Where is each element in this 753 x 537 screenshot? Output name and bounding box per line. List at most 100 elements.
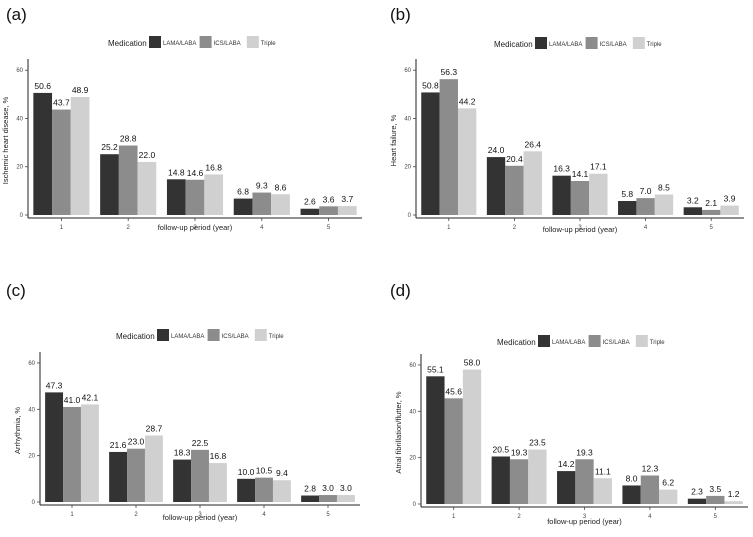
legend-title: Medication	[116, 332, 155, 341]
bar	[724, 501, 743, 504]
legend-label: LAMA/LABA	[171, 334, 204, 340]
bar-value-label: 28.8	[120, 134, 137, 144]
panel-letter: (b)	[390, 5, 411, 24]
bar-value-label: 2.8	[304, 484, 316, 494]
bar	[523, 151, 542, 215]
y-tick-label: 60	[404, 68, 411, 74]
y-axis-title: Ischemic heart disease, %	[1, 96, 10, 184]
bar	[237, 478, 256, 502]
bar-value-label: 3.7	[341, 194, 353, 204]
bar	[336, 495, 355, 502]
x-tick-label: 5	[710, 225, 714, 231]
bar-value-label: 9.4	[276, 468, 288, 478]
x-axis-title: follow-up period (year)	[158, 223, 233, 232]
bar	[486, 157, 506, 215]
bar	[33, 92, 53, 215]
legend-label: LAMA/LABA	[552, 340, 585, 346]
bar	[528, 449, 547, 504]
legend-swatch-2	[246, 36, 259, 48]
bar	[659, 489, 678, 504]
legend-label: Triple	[269, 334, 284, 340]
y-axis-title: Atrial fibrillation/flutter, %	[394, 391, 403, 473]
bar	[63, 406, 81, 502]
bar	[233, 198, 253, 215]
bar	[100, 154, 119, 215]
y-tick-label: 0	[20, 213, 24, 219]
bar	[720, 205, 739, 215]
panel-a: (a) Medication LAMA/LABA ICS/LABA Triple 0 20 4…	[1, 5, 362, 232]
bar-value-label: 1.2	[728, 489, 740, 499]
x-tick-label: 5	[327, 225, 331, 231]
bar	[557, 471, 576, 504]
bar-value-label: 43.7	[53, 98, 70, 108]
bar-value-label: 28.7	[146, 423, 163, 433]
bar-value-label: 2.6	[304, 197, 316, 207]
x-tick-label: 2	[134, 512, 138, 518]
bar	[636, 198, 655, 215]
bar-value-label: 14.1	[572, 169, 589, 179]
bar-value-label: 6.2	[662, 478, 674, 488]
bar-value-label: 22.0	[139, 150, 156, 160]
bar-value-label: 26.4	[524, 139, 541, 149]
bar	[337, 206, 357, 215]
bar-value-label: 16.3	[553, 164, 570, 174]
bar-value-label: 41.0	[64, 395, 81, 405]
bar	[457, 108, 477, 215]
x-axis-title: follow-up period (year)	[543, 225, 618, 234]
bar	[118, 145, 138, 215]
bar-value-label: 2.1	[705, 198, 717, 208]
bar	[272, 480, 291, 502]
bar-value-label: 55.1	[427, 364, 444, 374]
bar-value-label: 8.0	[626, 473, 638, 483]
bar	[505, 165, 524, 215]
bar	[687, 498, 707, 504]
legend-title: Medication	[494, 40, 533, 49]
panel-b: (b) Medication LAMA/LABA ICS/LABA Triple 0 20 4…	[389, 5, 744, 234]
bar	[683, 207, 703, 215]
bar-value-label: 45.6	[445, 386, 462, 396]
bar-value-label: 10.5	[256, 466, 273, 476]
y-tick-label: 60	[28, 361, 35, 367]
legend: Medication LAMA/LABA ICS/LABA Triple	[497, 335, 665, 347]
bar-value-label: 3.9	[724, 194, 736, 204]
panel-letter: (c)	[6, 281, 26, 300]
bar	[319, 206, 338, 215]
bar	[593, 478, 612, 504]
x-tick-label: 2	[127, 225, 131, 231]
legend-swatch-0	[538, 335, 550, 347]
bar-value-label: 2.3	[691, 487, 703, 497]
bar-value-label: 14.2	[558, 459, 575, 469]
x-tick-label: 1	[447, 225, 451, 231]
legend: Medication LAMA/LABA ICS/LABA Triple	[116, 329, 284, 341]
x-tick-label: 3	[193, 225, 197, 231]
x-axis-title: follow-up period (year)	[547, 517, 622, 526]
bar	[208, 463, 227, 502]
legend-swatch-2	[254, 329, 267, 341]
bar-value-label: 14.6	[187, 168, 204, 178]
legend-label: ICS/LABA	[214, 41, 241, 47]
legend-swatch-0	[157, 329, 169, 341]
x-tick-label: 1	[452, 514, 456, 520]
bar	[491, 456, 510, 504]
bar	[552, 175, 571, 215]
y-tick-label: 40	[16, 116, 23, 122]
bar	[191, 449, 209, 502]
bar	[509, 459, 529, 504]
bar-value-label: 21.6	[110, 440, 127, 450]
bar-value-label: 56.3	[441, 67, 458, 77]
x-tick-label: 3	[198, 512, 202, 518]
y-tick-label: 0	[408, 213, 412, 219]
bar-value-label: 6.8	[237, 187, 249, 197]
x-tick-label: 3	[583, 514, 587, 520]
bar	[462, 369, 482, 504]
bar	[301, 495, 320, 502]
bar	[300, 208, 320, 215]
bar	[640, 475, 660, 504]
bar	[137, 161, 157, 215]
bar	[109, 451, 128, 502]
bar-value-label: 18.3	[174, 448, 191, 458]
bar	[706, 495, 725, 504]
x-tick-label: 1	[70, 512, 74, 518]
bar-value-label: 24.0	[488, 145, 505, 155]
